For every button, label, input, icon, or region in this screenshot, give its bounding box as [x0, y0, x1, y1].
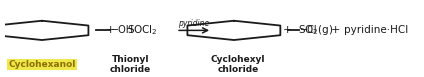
Text: SOCl$_2$: SOCl$_2$: [127, 23, 157, 37]
Text: Cyclohexanol: Cyclohexanol: [8, 60, 75, 69]
Text: +: +: [106, 25, 115, 35]
Text: pyridine: pyridine: [178, 18, 209, 27]
Text: −OH: −OH: [111, 25, 134, 35]
Text: −Cl: −Cl: [300, 25, 318, 35]
Text: SO$_2$(g): SO$_2$(g): [298, 23, 333, 37]
Text: pyridine·HCl: pyridine·HCl: [344, 25, 408, 35]
Text: Cyclohexyl
chloride: Cyclohexyl chloride: [211, 55, 265, 74]
Text: +: +: [283, 25, 293, 35]
Text: Thionyl
chloride: Thionyl chloride: [110, 55, 151, 74]
Text: +: +: [330, 25, 340, 35]
